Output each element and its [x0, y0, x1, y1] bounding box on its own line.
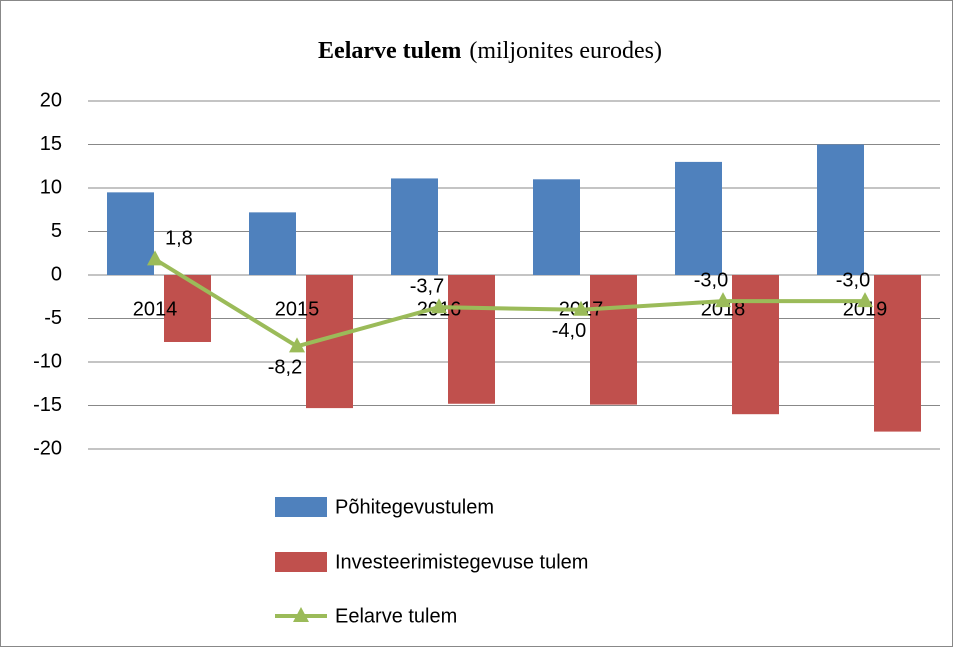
- bar: [249, 212, 296, 275]
- chart-title: Eelarve tulem (miljonites eurodes): [318, 38, 662, 64]
- y-tick-label: -10: [33, 350, 62, 372]
- y-tick-label: 20: [40, 89, 62, 111]
- line-marker: [715, 292, 731, 308]
- line-marker: [147, 250, 163, 266]
- y-tick-label: -20: [33, 437, 62, 459]
- data-label: -3,7: [410, 275, 444, 297]
- legend-marker: [293, 607, 309, 622]
- y-tick-label: 0: [51, 263, 62, 285]
- data-label: -3,0: [694, 269, 728, 291]
- bar: [874, 275, 921, 432]
- bar: [164, 275, 211, 342]
- line-marker: [857, 292, 873, 308]
- line-marker: [431, 298, 447, 314]
- title-note: (miljonites eurodes): [469, 38, 662, 64]
- y-tick-label: -5: [44, 307, 62, 329]
- data-label: -4,0: [552, 320, 586, 342]
- bar: [448, 275, 495, 404]
- bar: [391, 178, 438, 275]
- line: [153, 257, 865, 349]
- bar: [107, 192, 154, 275]
- legend-swatch: [275, 552, 327, 572]
- y-tick-label: -15: [33, 394, 62, 416]
- y-tick-label: 15: [40, 133, 62, 155]
- bar: [817, 144, 864, 275]
- legend-label: Eelarve tulem: [335, 605, 457, 627]
- legend-label: Põhitegevustulem: [335, 496, 494, 518]
- bar: [590, 275, 637, 405]
- y-tick-label: 10: [40, 176, 62, 198]
- title-main: Eelarve tulem: [318, 38, 461, 64]
- data-label: 1,8: [165, 228, 193, 250]
- bar: [732, 275, 779, 415]
- line-marker: [289, 337, 305, 353]
- x-tick-label: 2019: [843, 298, 888, 320]
- data-label: -3,0: [836, 269, 870, 291]
- bar: [533, 179, 580, 275]
- legend-swatch: [275, 497, 327, 517]
- x-tick-label: 2015: [275, 298, 320, 320]
- y-tick-label: 5: [51, 220, 62, 242]
- data-label: -8,2: [268, 357, 302, 379]
- line-marker: [573, 300, 589, 316]
- x-tick-label: 2014: [133, 298, 178, 320]
- bar: [675, 161, 722, 275]
- legend-label: Investeerimistegevuse tulem: [335, 551, 588, 573]
